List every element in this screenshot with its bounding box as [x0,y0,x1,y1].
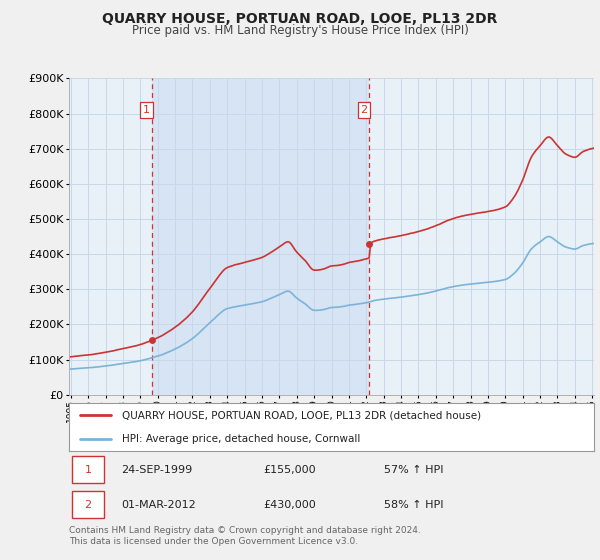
Text: 58% ↑ HPI: 58% ↑ HPI [384,500,443,510]
Text: 1: 1 [143,105,150,115]
Text: 57% ↑ HPI: 57% ↑ HPI [384,465,443,475]
Text: £155,000: £155,000 [263,465,316,475]
FancyBboxPatch shape [71,456,104,483]
Text: Contains HM Land Registry data © Crown copyright and database right 2024.
This d: Contains HM Land Registry data © Crown c… [69,526,421,546]
Text: £430,000: £430,000 [263,500,316,510]
Text: QUARRY HOUSE, PORTUAN ROAD, LOOE, PL13 2DR: QUARRY HOUSE, PORTUAN ROAD, LOOE, PL13 2… [103,12,497,26]
Text: 2: 2 [85,500,91,510]
Text: 01-MAR-2012: 01-MAR-2012 [121,500,196,510]
Text: 24-SEP-1999: 24-SEP-1999 [121,465,193,475]
Text: 1: 1 [85,465,91,475]
Bar [152,78,369,395]
Text: Price paid vs. HM Land Registry's House Price Index (HPI): Price paid vs. HM Land Registry's House … [131,24,469,36]
FancyBboxPatch shape [71,491,104,518]
Text: 2: 2 [361,105,368,115]
Text: HPI: Average price, detached house, Cornwall: HPI: Average price, detached house, Corn… [121,434,360,444]
Text: QUARRY HOUSE, PORTUAN ROAD, LOOE, PL13 2DR (detached house): QUARRY HOUSE, PORTUAN ROAD, LOOE, PL13 2… [121,410,481,420]
